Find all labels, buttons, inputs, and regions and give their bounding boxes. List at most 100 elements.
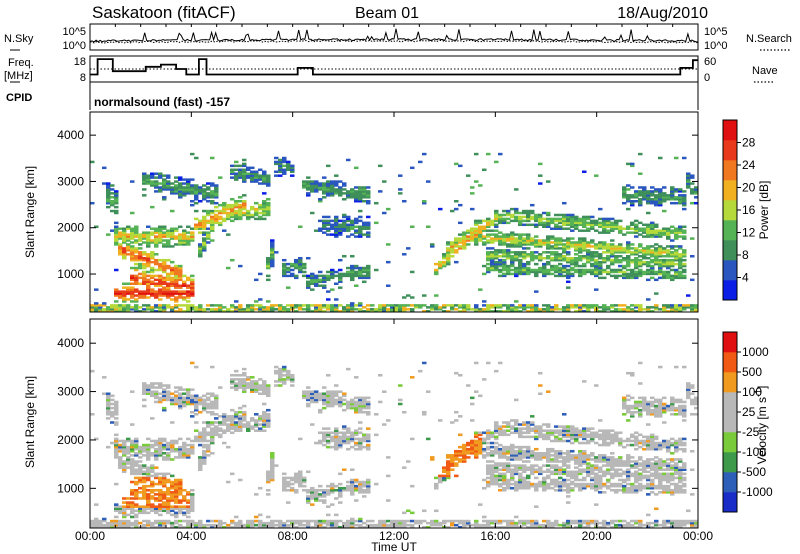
power-cell <box>486 268 491 272</box>
power-cell <box>274 174 279 177</box>
power-cell <box>242 207 247 211</box>
power-cell <box>182 186 187 189</box>
velocity-cell <box>470 523 475 527</box>
power-cell <box>442 253 447 256</box>
power-cell <box>454 304 459 307</box>
velocity-cell <box>146 449 151 453</box>
velocity-cell <box>334 497 339 500</box>
power-cell <box>626 249 631 252</box>
velocity-cell <box>502 519 507 523</box>
velocity-cell <box>126 449 131 453</box>
velocity-cell <box>294 525 299 529</box>
power-cell <box>134 288 139 291</box>
power-cell <box>130 294 135 297</box>
power-cell <box>674 274 679 278</box>
velocity-cell <box>238 421 243 424</box>
power-cell <box>642 247 647 250</box>
velocity-cell <box>146 437 151 441</box>
power-cell <box>126 306 131 309</box>
power-cell <box>538 213 543 217</box>
power-cell <box>250 308 255 311</box>
velocity-cell <box>474 445 479 449</box>
velocity-cell <box>346 367 351 371</box>
power-cell <box>566 260 571 264</box>
power-cell <box>550 306 555 309</box>
power-cell <box>678 260 683 264</box>
velocity-cell <box>470 445 475 449</box>
power-cell <box>206 241 211 244</box>
power-cell <box>162 286 167 289</box>
power-cell <box>670 274 675 278</box>
power-cell <box>334 221 339 225</box>
power-cell <box>562 274 567 278</box>
velocity-cell <box>290 486 295 490</box>
power-cell <box>514 237 519 240</box>
power-cell <box>150 256 155 260</box>
power-cell <box>414 306 419 309</box>
power-cell <box>174 266 179 270</box>
velocity-cell <box>462 460 467 463</box>
velocity-cell <box>474 443 479 447</box>
power-cell <box>146 282 151 285</box>
power-cell <box>270 260 275 264</box>
power-cell <box>574 262 579 266</box>
power-cell <box>150 294 155 297</box>
power-cell <box>306 176 311 179</box>
velocity-cell <box>266 470 271 474</box>
velocity-cell <box>190 388 195 391</box>
velocity-cell <box>474 431 479 435</box>
power-cell <box>614 256 619 260</box>
velocity-cell <box>474 521 479 525</box>
power-cell <box>534 272 539 276</box>
velocity-cell <box>326 493 331 496</box>
power-cell <box>354 190 359 193</box>
velocity-cell <box>162 447 167 451</box>
power-cell <box>514 207 519 211</box>
power-cell <box>366 231 371 234</box>
power-cell <box>554 247 559 250</box>
velocity-cell <box>466 523 471 527</box>
power-cell <box>558 225 563 229</box>
power-cell <box>566 245 571 248</box>
power-cell <box>178 192 183 195</box>
velocity-cell <box>518 431 523 435</box>
power-cell <box>382 310 387 313</box>
power-cell <box>246 308 251 311</box>
power-cell <box>358 270 363 274</box>
velocity-cell <box>238 521 243 525</box>
velocity-cell <box>446 470 451 474</box>
power-cell <box>334 233 339 236</box>
power-cell <box>158 310 163 313</box>
power-cell <box>630 243 635 246</box>
velocity-cell <box>182 441 187 445</box>
power-cell <box>502 266 507 270</box>
power-cell <box>282 268 287 272</box>
power-cell <box>530 237 535 240</box>
power-cell <box>170 182 175 185</box>
power-cell <box>478 184 483 187</box>
power-cell <box>574 260 579 264</box>
power-cell <box>350 268 355 272</box>
power-cell <box>450 247 455 250</box>
power-cell <box>594 262 599 266</box>
power-cell <box>154 292 159 295</box>
velocity-cell <box>182 505 187 508</box>
velocity-cell <box>466 384 471 387</box>
power-cell <box>218 310 223 313</box>
power-cell <box>266 266 271 270</box>
power-cell <box>166 304 171 307</box>
velocity-cell <box>134 521 139 525</box>
power-cell <box>314 274 319 278</box>
velocity-cell <box>154 458 159 461</box>
velocity-cell <box>330 392 335 396</box>
power-cell <box>462 231 467 234</box>
velocity-cell <box>390 521 395 525</box>
power-cell <box>366 264 371 268</box>
power-cell <box>134 249 139 252</box>
velocity-cell <box>134 493 139 496</box>
velocity-cell <box>162 437 167 441</box>
power-cell <box>170 227 175 230</box>
velocity-cell <box>182 507 187 511</box>
power-cell <box>342 306 347 309</box>
power-cell <box>290 264 295 268</box>
